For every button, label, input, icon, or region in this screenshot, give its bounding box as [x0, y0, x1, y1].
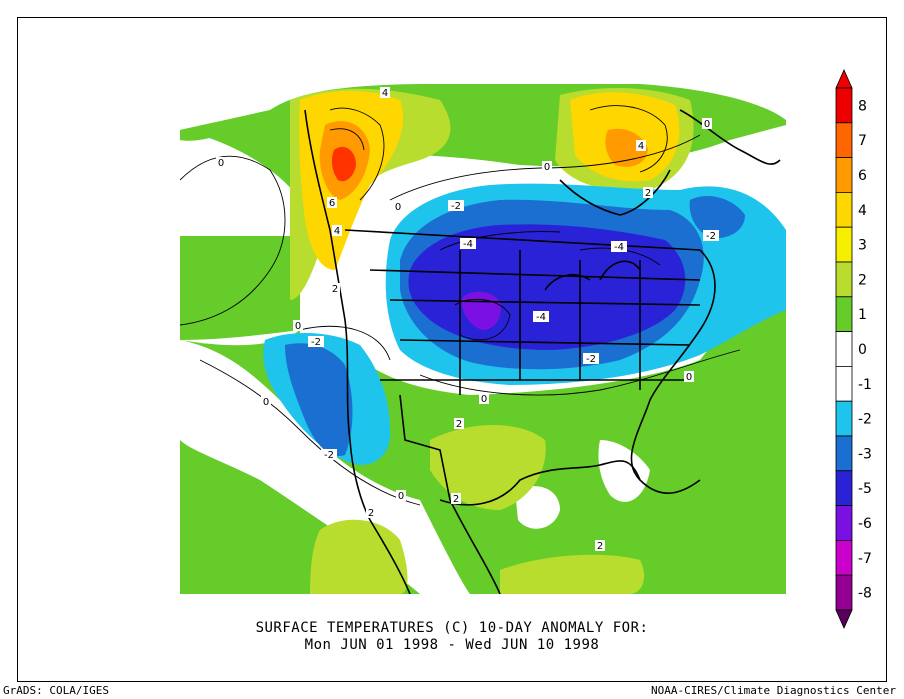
svg-text:-2: -2	[586, 354, 596, 365]
contour-label: 4	[636, 140, 646, 152]
anomaly-fill-zero-gulf	[515, 486, 560, 529]
anomaly-fill-yg-gulfsouth	[500, 554, 645, 594]
anomaly-fill-blue-ne	[689, 195, 745, 239]
anomaly-fill-yg-mexico	[310, 519, 408, 594]
contour-label: -2	[308, 336, 324, 348]
contour-label: 0	[261, 396, 271, 408]
svg-text:-2: -2	[706, 231, 716, 242]
contour-label: -2	[703, 230, 719, 242]
svg-text:0: 0	[263, 397, 269, 408]
contour-label: 0	[542, 161, 552, 173]
contour-label: 4	[332, 225, 342, 237]
contour-label: 4	[380, 87, 390, 99]
anomaly-fill-yg-texas	[430, 425, 546, 510]
map-title-line2: Mon JUN 01 1998 - Wed JUN 10 1998	[304, 637, 600, 653]
svg-text:-4: -4	[614, 242, 624, 253]
svg-text:-2: -2	[311, 337, 321, 348]
contour-label: -2	[448, 200, 464, 212]
svg-text:2: 2	[456, 419, 462, 430]
svg-text:-4: -4	[536, 312, 546, 323]
svg-text:2: 2	[645, 188, 651, 199]
contour-label: 0	[702, 118, 712, 130]
contour-label: 2	[643, 187, 653, 199]
anomaly-fill-green-sw-corner	[180, 465, 203, 515]
contour-label: -2	[583, 353, 599, 365]
svg-text:4: 4	[638, 141, 644, 152]
svg-text:-2: -2	[324, 450, 334, 461]
anomaly-fill-blue-west	[285, 343, 353, 456]
anomaly-fill-green-left	[180, 236, 300, 340]
svg-text:0: 0	[686, 372, 692, 383]
anomaly-fill-zero-southwest	[180, 340, 470, 594]
svg-text:0: 0	[218, 158, 224, 169]
map-title-line1: SURFACE TEMPERATURES (C) 10-DAY ANOMALY …	[255, 620, 649, 636]
contour-label: 2	[330, 283, 340, 295]
svg-text:4: 4	[334, 226, 340, 237]
contour-label: -4	[611, 241, 627, 253]
svg-text:-4: -4	[463, 239, 473, 250]
svg-text:0: 0	[544, 162, 550, 173]
contour-label: 0	[396, 490, 406, 502]
anomaly-fill-orange-ne	[605, 128, 648, 167]
credit-left: GrADS: COLA/IGES	[3, 684, 109, 697]
svg-text:0: 0	[295, 321, 301, 332]
contour-label: 0	[293, 320, 303, 332]
contour-label: 2	[366, 507, 376, 519]
contour-label: 2	[595, 540, 605, 552]
svg-text:2: 2	[597, 541, 603, 552]
contour-label: 0	[479, 393, 489, 405]
anomaly-fill-zero-florida	[598, 440, 650, 502]
credit-right: NOAA-CIRES/Climate Diagnostics Center	[650, 684, 896, 697]
svg-text:0: 0	[481, 394, 487, 405]
svg-text:0: 0	[398, 491, 404, 502]
contour-label: 2	[454, 418, 464, 430]
svg-text:0: 0	[704, 119, 710, 130]
contour-label: -4	[533, 311, 549, 323]
contour-label: 2	[451, 493, 461, 505]
svg-text:6: 6	[329, 198, 335, 209]
svg-text:2: 2	[332, 284, 338, 295]
contour-label: -4	[460, 238, 476, 250]
contour-label: 0	[684, 371, 694, 383]
svg-text:4: 4	[382, 88, 388, 99]
svg-text:-2: -2	[451, 201, 461, 212]
plot-frame	[17, 17, 887, 682]
contour-label: 0	[393, 201, 403, 213]
svg-text:2: 2	[453, 494, 459, 505]
svg-text:2: 2	[368, 508, 374, 519]
anomaly-fill-red-nw	[331, 146, 356, 182]
svg-text:0: 0	[395, 202, 401, 213]
contour-label: -2	[321, 449, 337, 461]
contour-label: 0	[216, 157, 226, 169]
contour-label: 6	[327, 197, 337, 209]
